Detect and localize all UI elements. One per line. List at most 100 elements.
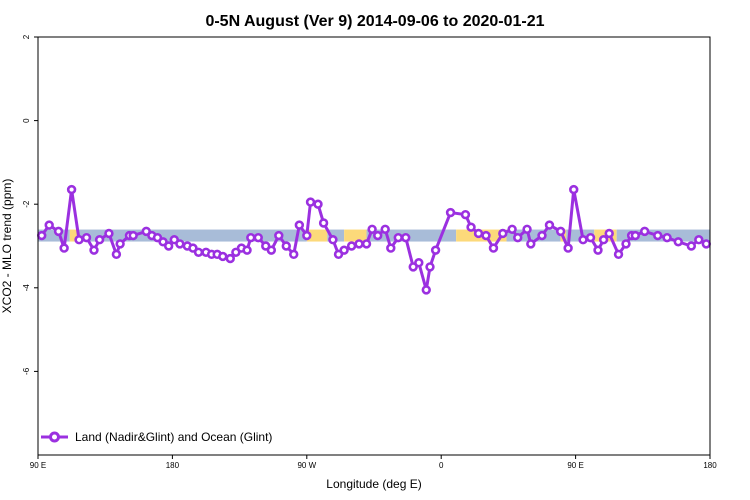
data-point xyxy=(218,251,228,262)
data-point xyxy=(274,230,284,241)
plot-frame xyxy=(37,36,711,456)
data-point xyxy=(81,232,92,243)
data-point xyxy=(328,235,338,245)
data-point xyxy=(193,247,204,257)
data-point xyxy=(593,245,603,255)
data-point xyxy=(163,241,174,251)
data-point xyxy=(686,241,697,251)
data-point xyxy=(37,230,47,241)
data-point xyxy=(175,239,185,249)
data-point xyxy=(544,220,555,230)
x-tick-label: 180 xyxy=(703,461,717,470)
data-point xyxy=(313,199,323,209)
data-point xyxy=(339,245,349,255)
data-point xyxy=(569,184,579,195)
data-point xyxy=(473,228,484,239)
data-point xyxy=(466,222,476,232)
band-segment-land xyxy=(306,229,328,242)
data-point xyxy=(53,226,64,237)
data-point xyxy=(425,262,435,272)
data-point xyxy=(59,243,69,253)
y-axis-label: XCO2 - MLO trend (ppm) xyxy=(0,179,14,314)
data-point xyxy=(526,239,536,249)
data-point xyxy=(44,220,54,230)
data-point xyxy=(563,243,573,253)
data-point xyxy=(361,239,372,249)
band-segment-land xyxy=(69,229,80,242)
data-point xyxy=(662,232,672,243)
legend-marker xyxy=(49,431,60,443)
data-point xyxy=(346,241,357,251)
data-point xyxy=(225,253,235,264)
y-tick-label: -4 xyxy=(22,284,31,292)
data-point xyxy=(673,237,683,247)
data-point xyxy=(367,224,377,234)
y-tick-label: -2 xyxy=(22,200,31,208)
data-point xyxy=(537,230,547,241)
data-point xyxy=(604,228,614,239)
data-point xyxy=(653,230,663,241)
data-point xyxy=(578,235,588,245)
x-axis-ticks: 90 E 180 90 W 0 90 E 180 xyxy=(30,455,717,470)
data-point xyxy=(555,226,566,237)
data-point xyxy=(289,249,299,260)
data-point xyxy=(460,209,471,220)
data-point xyxy=(694,235,704,245)
data-point xyxy=(115,239,125,249)
legend: Land (Nadir&Glint) and Ocean (Glint) xyxy=(41,430,272,444)
x-tick-label: 90 W xyxy=(297,461,316,470)
data-point xyxy=(89,245,99,255)
x-axis-label: Longitude (deg E) xyxy=(326,477,421,491)
data-point xyxy=(266,245,277,255)
data-point xyxy=(481,230,491,241)
data-point xyxy=(421,285,431,295)
legend-entry-label: Land (Nadir&Glint) and Ocean (Glint) xyxy=(75,430,272,444)
data-point xyxy=(281,241,291,251)
data-series xyxy=(37,184,711,295)
data-point xyxy=(318,218,329,228)
band-segment-land xyxy=(344,229,367,242)
data-point xyxy=(522,224,532,234)
data-point xyxy=(128,230,138,241)
data-point xyxy=(253,232,263,243)
data-point xyxy=(111,249,122,260)
data-point xyxy=(585,232,596,243)
data-point xyxy=(66,184,77,195)
data-point xyxy=(373,230,383,241)
y-tick-label: 2 xyxy=(22,34,31,39)
data-point xyxy=(294,220,305,230)
data-point xyxy=(613,249,624,260)
data-point xyxy=(354,239,364,249)
data-point xyxy=(380,224,390,234)
data-point xyxy=(639,226,650,237)
data-point xyxy=(445,207,456,218)
data-point xyxy=(94,235,105,245)
data-point xyxy=(305,197,316,207)
y-axis-ticks: 2 0 -2 -4 -6 xyxy=(22,34,38,375)
y-tick-label: 0 xyxy=(22,118,31,123)
data-point xyxy=(488,243,499,253)
data-point xyxy=(598,235,609,245)
data-point xyxy=(430,245,441,255)
chart-title: 0-5N August (Ver 9) 2014-09-06 to 2020-0… xyxy=(205,13,544,30)
x-tick-label: 90 E xyxy=(567,461,583,470)
data-point xyxy=(302,230,312,241)
data-point xyxy=(414,258,424,268)
y-tick-label: -6 xyxy=(22,367,31,375)
data-point xyxy=(104,228,114,239)
data-point xyxy=(242,245,252,255)
data-point xyxy=(507,224,517,234)
data-point xyxy=(498,228,508,239)
data-point xyxy=(701,239,711,249)
data-point xyxy=(621,239,631,249)
data-point xyxy=(246,232,256,243)
band-segment-ocean xyxy=(79,229,307,242)
data-point xyxy=(401,232,411,243)
data-point xyxy=(513,232,523,243)
data-point xyxy=(74,235,84,245)
x-tick-label: 0 xyxy=(439,461,444,470)
x-tick-label: 90 E xyxy=(30,461,46,470)
x-tick-label: 180 xyxy=(166,461,180,470)
data-point xyxy=(393,232,403,243)
